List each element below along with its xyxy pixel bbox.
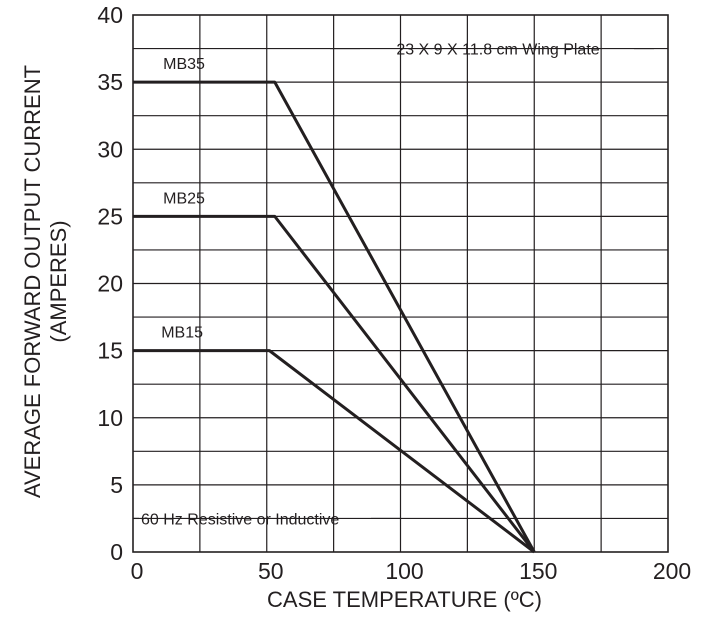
y-tick-label: 5 [110, 472, 123, 498]
series-layer [133, 80, 536, 554]
y-tick-label: 30 [97, 136, 123, 162]
y-axis-title: AVERAGE FORWARD OUTPUT CURRENT (AMPERES) [20, 65, 71, 498]
x-tick-label: 0 [131, 558, 144, 584]
plot-frame [132, 14, 669, 553]
x-tick-label: 200 [653, 558, 691, 584]
annotation-60hz: 60 Hz Resistive or Inductive [141, 511, 339, 528]
x-tick-label: 150 [519, 558, 557, 584]
series-line-mb35 [133, 80, 536, 553]
y-tick-label: 20 [97, 271, 123, 297]
series-line-mb15 [133, 349, 536, 554]
x-tick-label: 50 [258, 558, 284, 584]
series-label-mb25: MB25 [163, 190, 205, 207]
series-labels: MB35 MB25 MB15 [161, 56, 205, 342]
y-tick-label: 35 [97, 69, 123, 95]
x-tick-label: 100 [385, 558, 423, 584]
y-axis-title-line2: (AMPERES) [46, 220, 71, 342]
y-tick-label: 40 [97, 2, 123, 28]
x-axis-title: CASE TEMPERATURE (ºC) [267, 587, 542, 612]
y-tick-label: 10 [97, 405, 123, 431]
grid-layer [133, 15, 668, 552]
annotation-wing-plate: 23 X 9 X 11.8 cm Wing Plate [396, 42, 599, 59]
y-tick-label: 0 [110, 539, 123, 565]
y-tick-label: 25 [97, 203, 123, 229]
tick-labels: 0 50 100 150 200 0 5 10 15 20 25 30 35 40 [97, 2, 691, 584]
y-tick-label: 15 [97, 338, 123, 364]
series-line-mb25 [133, 214, 536, 553]
series-label-mb35: MB35 [163, 56, 205, 73]
series-label-mb15: MB15 [161, 325, 203, 342]
annotation-lines [133, 47, 654, 520]
y-axis-title-line1: AVERAGE FORWARD OUTPUT CURRENT [20, 65, 45, 498]
